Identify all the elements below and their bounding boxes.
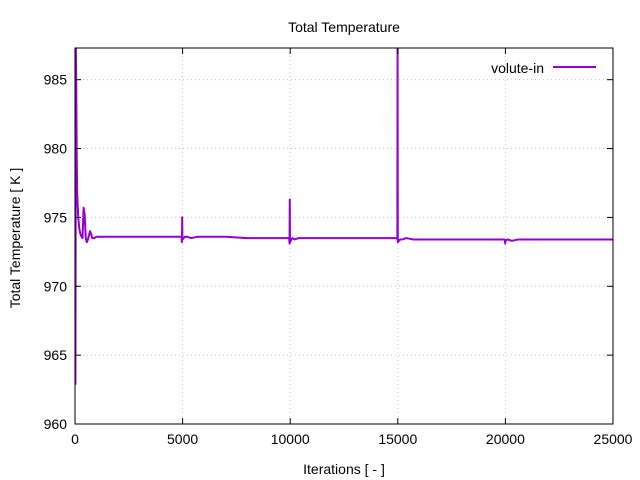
x-tick-label: 15000: [378, 431, 417, 447]
legend-entry-label: volute-in: [491, 60, 544, 76]
x-tick-label: 10000: [271, 431, 310, 447]
y-tick-label: 960: [44, 416, 68, 432]
x-axis-label: Iterations [ - ]: [303, 461, 385, 477]
y-tick-label: 980: [44, 141, 68, 157]
y-axis-label: Total Temperature [ K ]: [7, 168, 23, 309]
series-layer: [75, 48, 613, 386]
x-tick-label: 5000: [167, 431, 198, 447]
plot-frame: [74, 47, 614, 425]
series-line-volute-in: [75, 48, 613, 386]
y-tick-label: 965: [44, 347, 68, 363]
chart-title: Total Temperature: [288, 19, 400, 35]
ticks: 0 5000 10000 15000 20000 25000 960 965 970 975 980…: [44, 48, 633, 447]
legend: volute-in: [491, 60, 596, 76]
x-tick-label: 25000: [594, 431, 633, 447]
y-tick-label: 985: [44, 72, 68, 88]
x-tick-label: 20000: [486, 431, 525, 447]
y-tick-label: 970: [44, 278, 68, 294]
x-tick-label: 0: [71, 431, 79, 447]
y-tick-label: 975: [44, 209, 68, 225]
